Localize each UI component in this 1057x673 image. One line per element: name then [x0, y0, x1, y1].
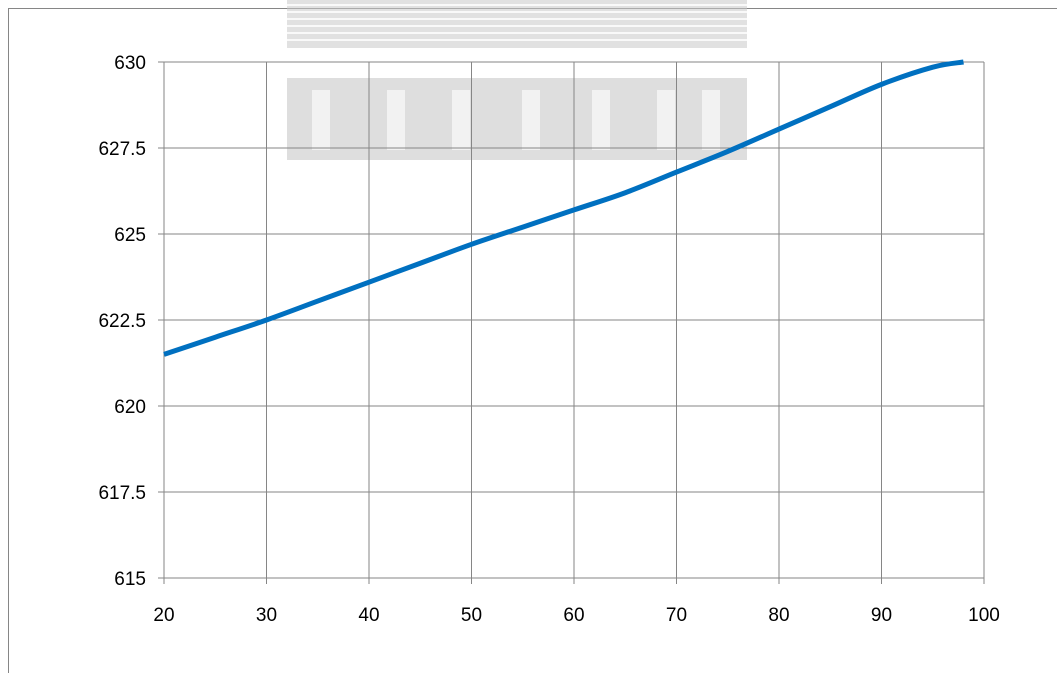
y-tick-label: 630: [114, 53, 146, 74]
x-tick-label: 20: [153, 605, 174, 626]
watermark-stripe: [287, 39, 747, 41]
x-tick-label: 90: [871, 605, 892, 626]
x-tick-label: 50: [461, 605, 482, 626]
watermark-logo: [287, 0, 747, 160]
y-tick-label: 622.5: [98, 311, 146, 332]
y-tick-label: 617.5: [98, 483, 146, 504]
series-layer: [163, 59, 964, 357]
watermark-stripe: [287, 11, 747, 13]
watermark-stripe: [287, 25, 747, 27]
watermark-gap: [657, 90, 675, 150]
y-tick-labels: 615 617.5 620 622.5 625 627.5 630: [98, 53, 146, 590]
x-tick-label: 40: [358, 605, 379, 626]
x-tick-label: 60: [563, 605, 584, 626]
watermark-gap: [702, 90, 720, 150]
y-tick-label: 615: [114, 569, 146, 590]
watermark-stripe: [287, 32, 747, 34]
x-tick-label: 80: [768, 605, 789, 626]
y-tick-label: 620: [114, 397, 146, 418]
watermark-stripe: [287, 18, 747, 20]
x-tick-label: 30: [256, 605, 277, 626]
watermark-gap: [312, 90, 330, 150]
series-line-0: [163, 59, 964, 357]
x-tick-label: 100: [968, 605, 1000, 626]
y-tick-label: 625: [114, 225, 146, 246]
watermark-gap: [452, 90, 470, 150]
axes: [158, 61, 985, 584]
x-tick-label: 70: [666, 605, 687, 626]
y-tick-label: 627.5: [98, 139, 146, 160]
watermark-stripe: [287, 4, 747, 6]
watermark-gap: [387, 90, 405, 150]
x-tick-labels: 20 30 40 50 60 70 80 90 100: [153, 605, 999, 626]
watermark-gap: [592, 90, 610, 150]
watermark-gap: [522, 90, 540, 150]
